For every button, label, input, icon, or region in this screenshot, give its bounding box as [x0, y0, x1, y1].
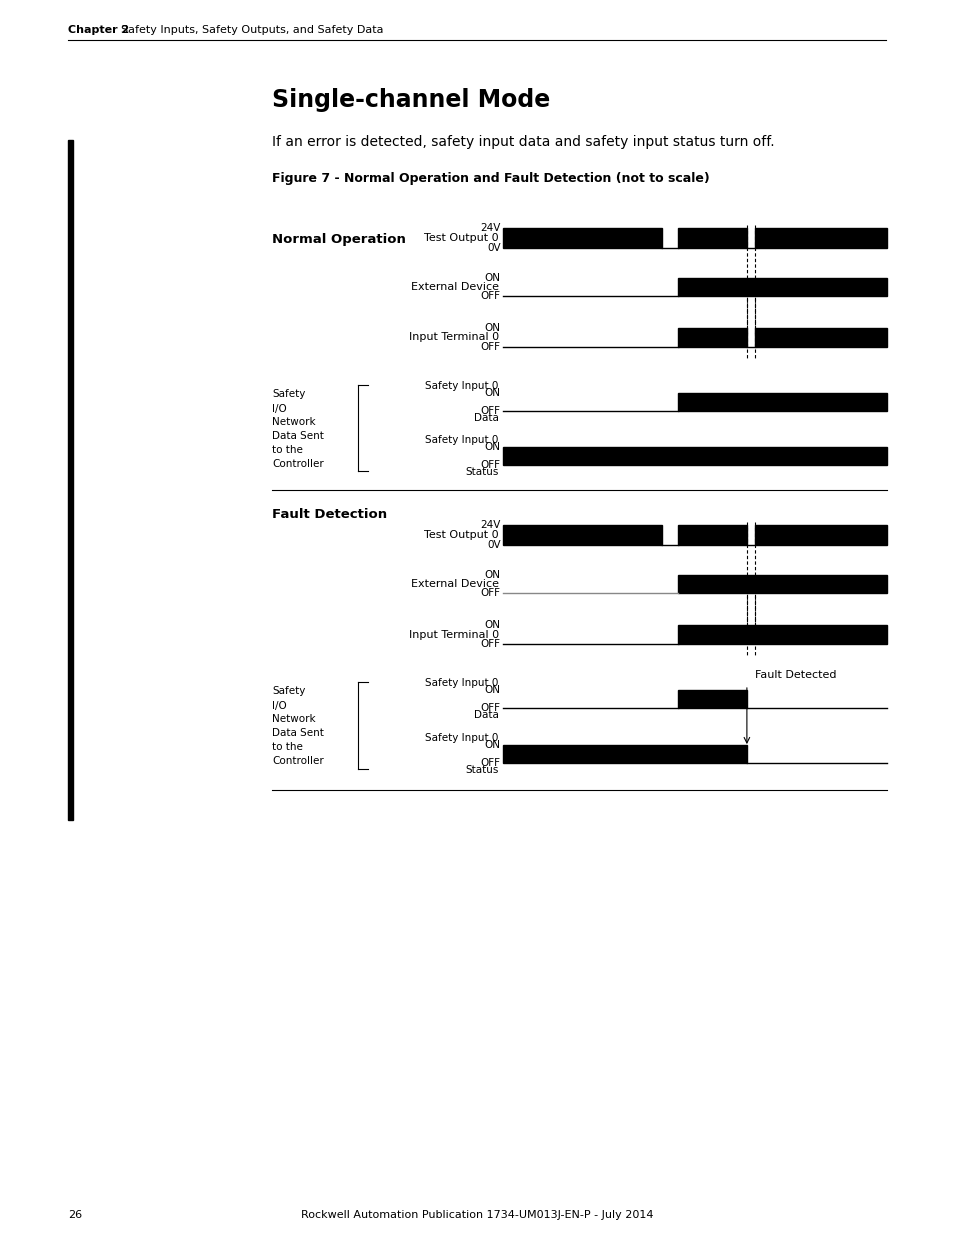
Text: Safety: Safety: [272, 687, 305, 697]
Text: Status: Status: [465, 467, 498, 477]
Bar: [677, 393, 886, 411]
Text: Test Output 0: Test Output 0: [424, 530, 498, 540]
Text: 26: 26: [68, 1210, 82, 1220]
Text: OFF: OFF: [480, 588, 500, 598]
Bar: [677, 625, 886, 643]
Text: Figure 7 - Normal Operation and Fault Detection (not to scale): Figure 7 - Normal Operation and Fault De…: [272, 172, 709, 185]
Text: Rockwell Automation Publication 1734-UM013J-EN-P - July 2014: Rockwell Automation Publication 1734-UM0…: [300, 1210, 653, 1220]
Bar: [502, 447, 886, 466]
Text: ON: ON: [484, 324, 500, 333]
Text: ON: ON: [484, 388, 500, 398]
Text: 24V: 24V: [480, 224, 500, 233]
Text: Safety Inputs, Safety Outputs, and Safety Data: Safety Inputs, Safety Outputs, and Safet…: [107, 25, 383, 35]
Text: Input Terminal 0: Input Terminal 0: [408, 332, 498, 342]
Text: Controller: Controller: [272, 459, 323, 469]
Text: Network: Network: [272, 715, 315, 725]
Text: Status: Status: [465, 764, 498, 776]
Text: Safety Input 0: Safety Input 0: [425, 678, 498, 688]
Bar: [677, 329, 746, 347]
Text: Safety Input 0: Safety Input 0: [425, 435, 498, 445]
Text: OFF: OFF: [480, 638, 500, 650]
Bar: [502, 228, 661, 248]
Text: 0V: 0V: [487, 243, 500, 253]
Text: ON: ON: [484, 740, 500, 750]
Text: Data Sent: Data Sent: [272, 729, 323, 739]
Text: Fault Detection: Fault Detection: [272, 509, 387, 521]
Text: Chapter 2: Chapter 2: [68, 25, 129, 35]
Text: Data: Data: [474, 710, 498, 720]
Bar: [677, 228, 746, 248]
Bar: [677, 690, 746, 708]
Text: Safety Input 0: Safety Input 0: [425, 382, 498, 391]
Bar: [502, 525, 661, 545]
Text: External Device: External Device: [411, 579, 498, 589]
Text: Data: Data: [474, 412, 498, 424]
Text: OFF: OFF: [480, 342, 500, 352]
Text: OFF: OFF: [480, 758, 500, 768]
Bar: [754, 525, 886, 545]
Bar: [677, 576, 886, 593]
Text: OFF: OFF: [480, 406, 500, 416]
Text: OFF: OFF: [480, 459, 500, 471]
Text: Test Output 0: Test Output 0: [424, 233, 498, 243]
Text: ON: ON: [484, 442, 500, 452]
Text: Network: Network: [272, 417, 315, 427]
Text: If an error is detected, safety input data and safety input status turn off.: If an error is detected, safety input da…: [272, 135, 774, 149]
Bar: [502, 745, 746, 763]
Text: 24V: 24V: [480, 520, 500, 530]
Text: Safety Input 0: Safety Input 0: [425, 734, 498, 743]
Text: Normal Operation: Normal Operation: [272, 233, 405, 247]
Text: ON: ON: [484, 620, 500, 630]
Text: I/O: I/O: [272, 404, 287, 414]
Text: Data Sent: Data Sent: [272, 431, 323, 441]
Text: ON: ON: [484, 571, 500, 580]
Bar: [68, 140, 73, 820]
Text: Fault Detected: Fault Detected: [754, 671, 836, 680]
Text: OFF: OFF: [480, 291, 500, 301]
Text: Input Terminal 0: Input Terminal 0: [408, 630, 498, 640]
Text: Controller: Controller: [272, 757, 323, 767]
Text: Single-channel Mode: Single-channel Mode: [272, 88, 550, 112]
Text: ON: ON: [484, 685, 500, 695]
Text: I/O: I/O: [272, 701, 287, 711]
Bar: [754, 329, 886, 347]
Text: OFF: OFF: [480, 703, 500, 713]
Text: 0V: 0V: [487, 540, 500, 550]
Text: ON: ON: [484, 273, 500, 283]
Text: External Device: External Device: [411, 282, 498, 291]
Bar: [754, 228, 886, 248]
Bar: [677, 278, 886, 296]
Text: Safety: Safety: [272, 389, 305, 399]
Bar: [677, 525, 746, 545]
Text: to the: to the: [272, 445, 302, 454]
Text: to the: to the: [272, 742, 302, 752]
